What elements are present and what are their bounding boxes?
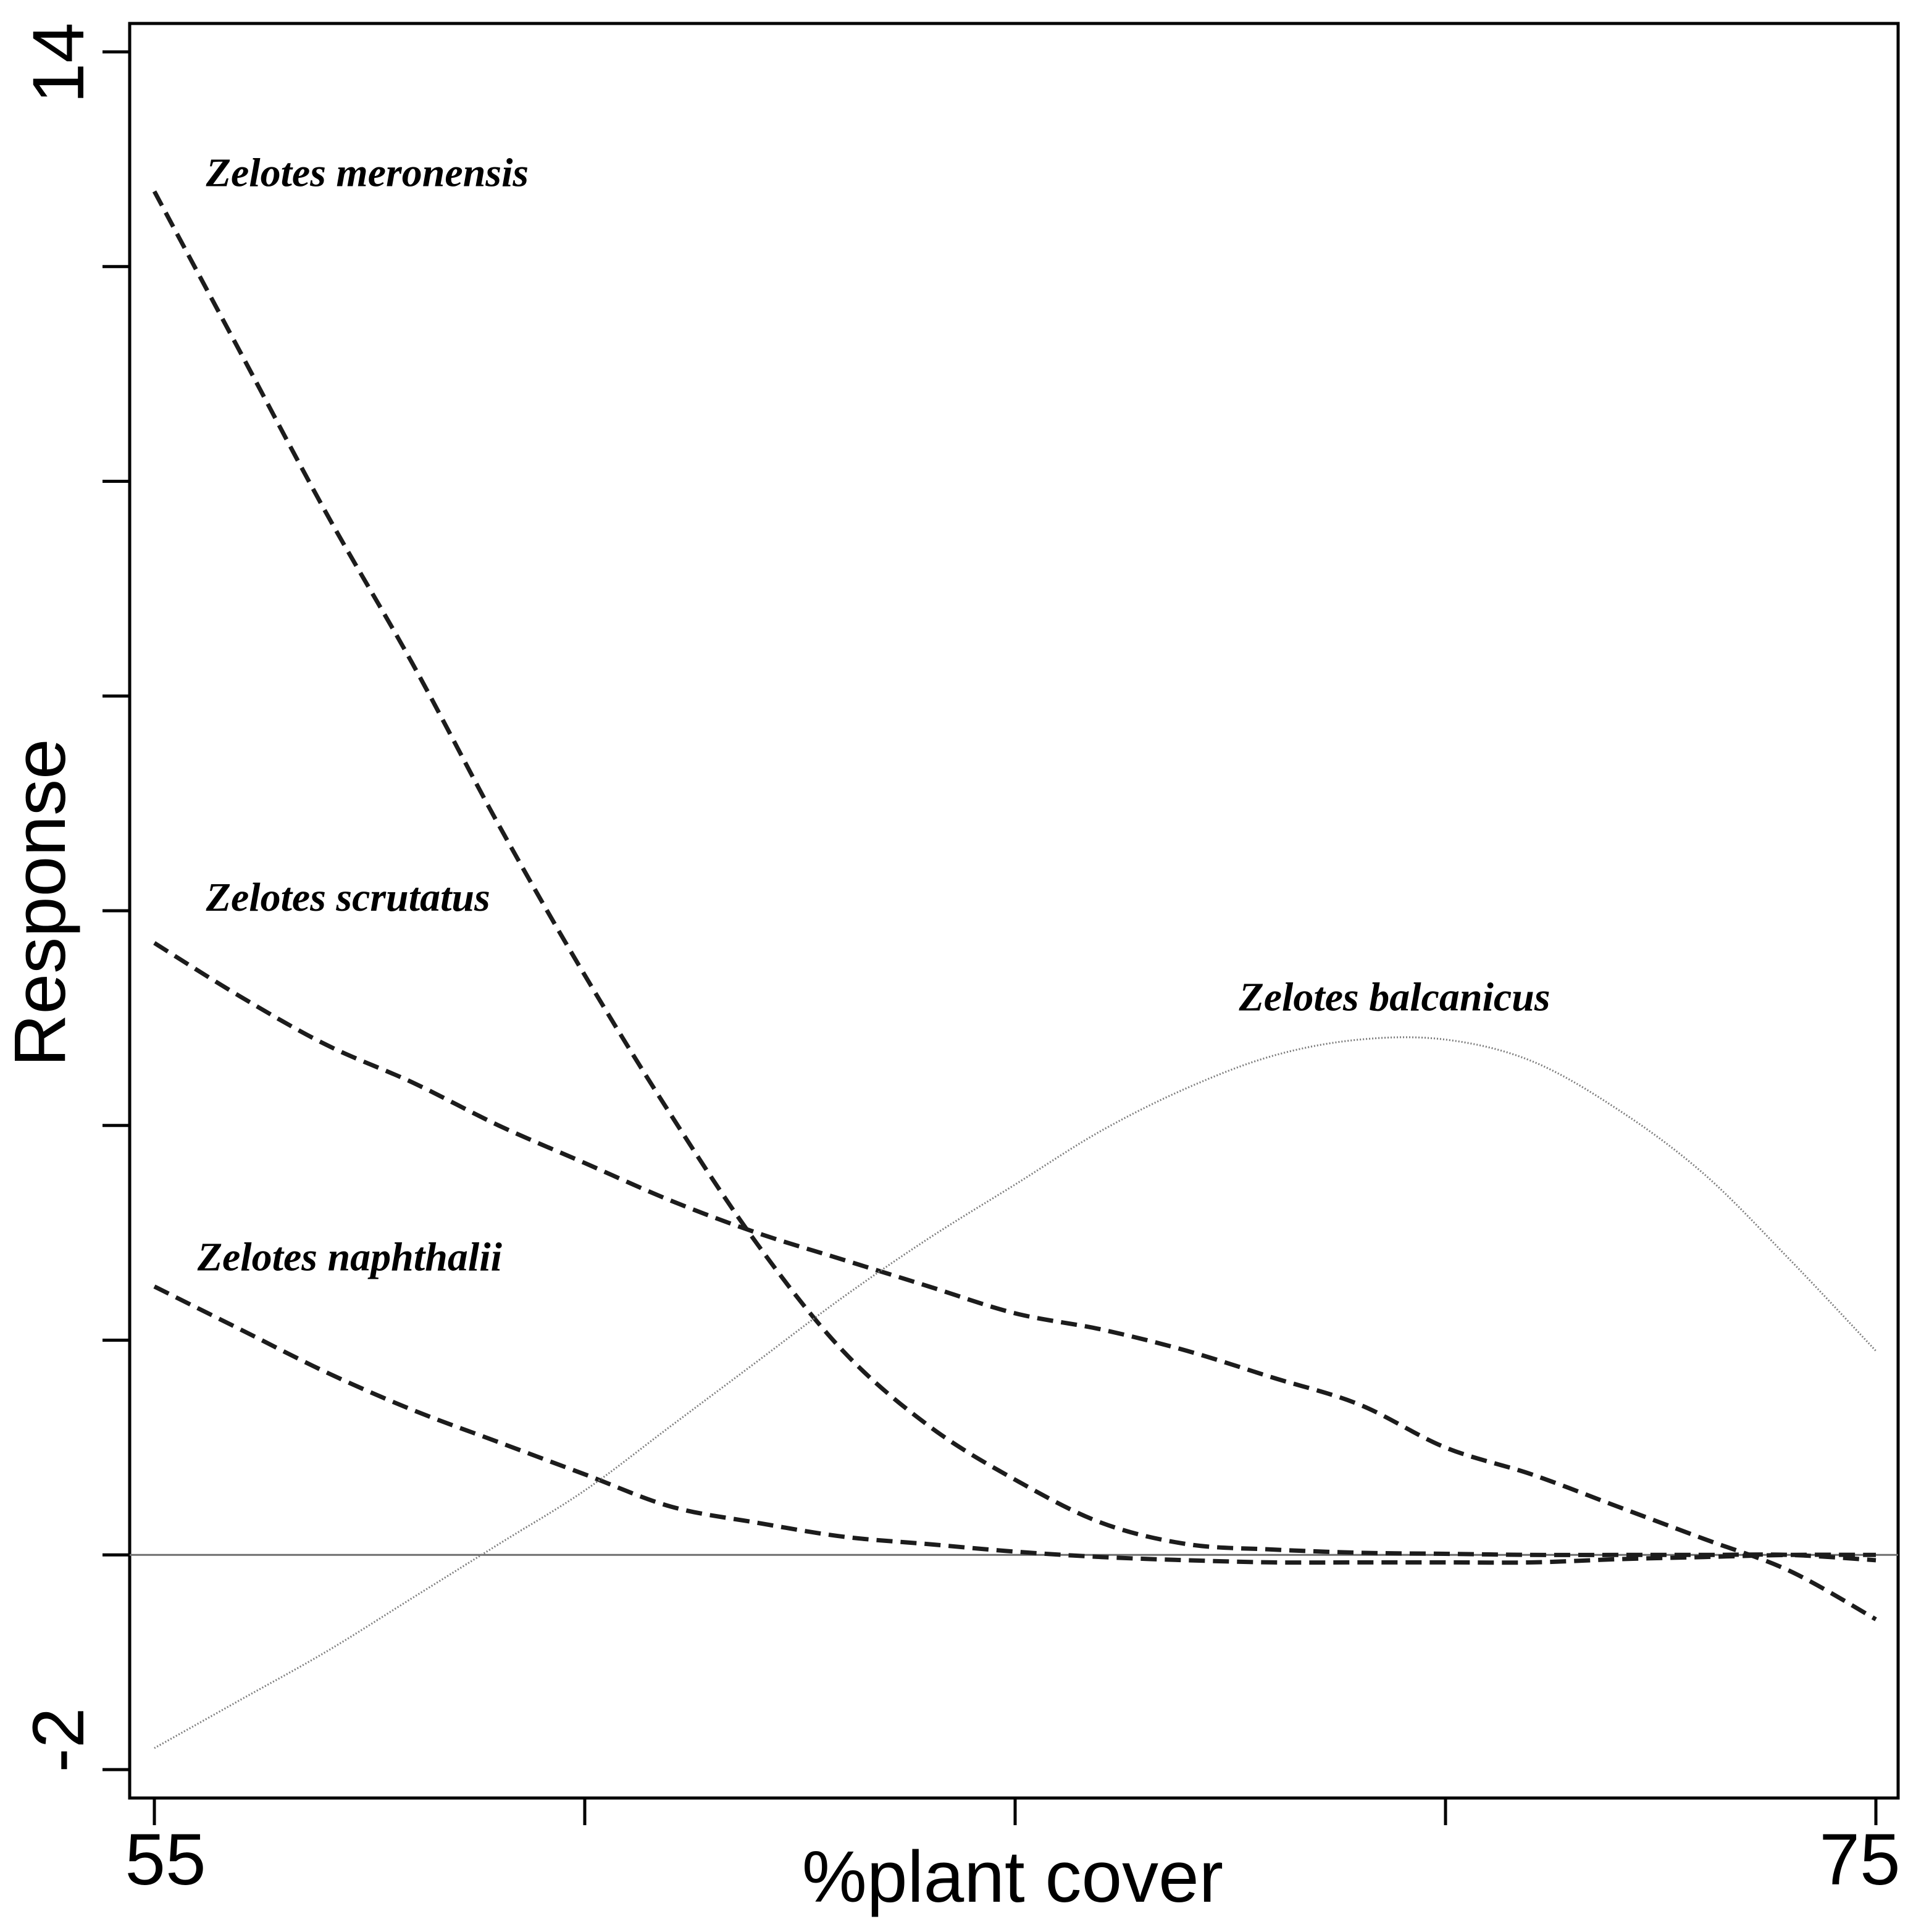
x-axis-title: %plant cover (802, 1836, 1223, 1918)
series-label-zelotes-balcanicus: Zelotes balcanicus (1238, 975, 1550, 1020)
series-lines (152, 190, 1877, 1749)
y-axis-ticks (103, 50, 130, 1771)
y-axis-title: Response (0, 738, 81, 1066)
y-tick-label-max: 14 (18, 22, 99, 103)
series-label-zelotes-scrutatus: Zelotes scrutatus (206, 875, 490, 920)
y-tick-label-min: -2 (18, 1708, 99, 1773)
series-line-zelotes-meronensis (152, 190, 1877, 1563)
series-line-zelotes-naphthalii (153, 1284, 1877, 1565)
series-label-zelotes-meronensis: Zelotes meronensis (206, 150, 529, 195)
series-line-zelotes-balcanicus (154, 1036, 1877, 1749)
x-tick-label-min: 55 (125, 1819, 206, 1901)
x-axis-ticks (153, 1798, 1878, 1825)
x-tick-label-max: 75 (1819, 1819, 1900, 1901)
series-label-zelotes-naphthalii: Zelotes naphthalii (197, 1234, 503, 1279)
series-line-zelotes-scrutatus (153, 941, 1877, 1621)
series-labels: Zelotes meronensis Zelotes scrutatus Zelot… (197, 150, 1550, 1279)
